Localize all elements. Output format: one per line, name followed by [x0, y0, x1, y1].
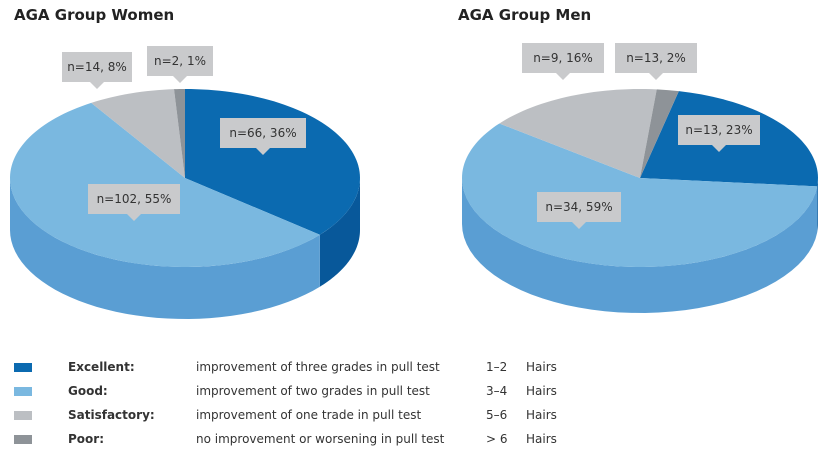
men-chart-title: AGA Group Men — [458, 6, 592, 24]
men-side-excellent — [817, 178, 818, 233]
legend-range: > 6 — [486, 432, 508, 446]
men-excellent-label: n=13, 23% — [678, 115, 760, 152]
legend-range: 1–2 — [486, 360, 508, 374]
women-excellent-label: n=66, 36% — [220, 118, 306, 155]
legend-swatch — [14, 410, 32, 420]
legend-name: Good: — [68, 384, 108, 398]
legend-item-excellent: Excellent: improvement of three grades i… — [14, 355, 557, 379]
legend-swatch — [14, 434, 32, 444]
legend-unit: Hairs — [526, 408, 557, 422]
legend-range: 5–6 — [486, 408, 508, 422]
legend-item-satisfactory: Satisfactory: improvement of one trade i… — [14, 403, 557, 427]
men-slice-poor — [640, 89, 679, 178]
pie-charts-svg — [10, 89, 818, 319]
legend-desc: improvement of one trade in pull test — [196, 408, 422, 422]
women-poor-label: n=2, 1% — [147, 46, 213, 83]
legend-desc: no improvement or worsening in pull test — [196, 432, 445, 446]
men-slice-good — [462, 123, 818, 267]
legend-unit: Hairs — [526, 432, 557, 446]
women-slice-satisfactory — [91, 89, 185, 178]
legend-item-good: Good: improvement of two grades in pull … — [14, 379, 557, 403]
women-side-good — [10, 178, 320, 319]
legend-swatch — [14, 386, 32, 396]
men-good-label: n=34, 59% — [537, 192, 621, 229]
legend-desc: improvement of three grades in pull test — [196, 360, 440, 374]
women-satisfactory-label: n=14, 8% — [62, 52, 132, 89]
legend-desc: improvement of two grades in pull test — [196, 384, 430, 398]
men-poor-label: n=13, 2% — [615, 43, 697, 80]
men-side-good — [462, 178, 818, 313]
men-satisfactory-label: n=9, 16% — [522, 43, 604, 80]
women-chart-title: AGA Group Women — [14, 6, 175, 24]
legend-name: Satisfactory: — [68, 408, 155, 422]
women-good-label: n=102, 55% — [88, 184, 180, 221]
legend-unit: Hairs — [526, 360, 557, 374]
legend-name: Excellent: — [68, 360, 135, 374]
women-slice-poor — [174, 89, 185, 178]
legend-name: Poor: — [68, 432, 104, 446]
legend-item-poor: Poor: no improvement or worsening in pul… — [14, 427, 557, 451]
women-side-excellent — [319, 178, 360, 287]
legend-range: 3–4 — [486, 384, 508, 398]
legend-swatch — [14, 362, 32, 372]
men-slice-satisfactory — [499, 89, 657, 178]
legend-unit: Hairs — [526, 384, 557, 398]
legend: Excellent: improvement of three grades i… — [14, 355, 557, 451]
